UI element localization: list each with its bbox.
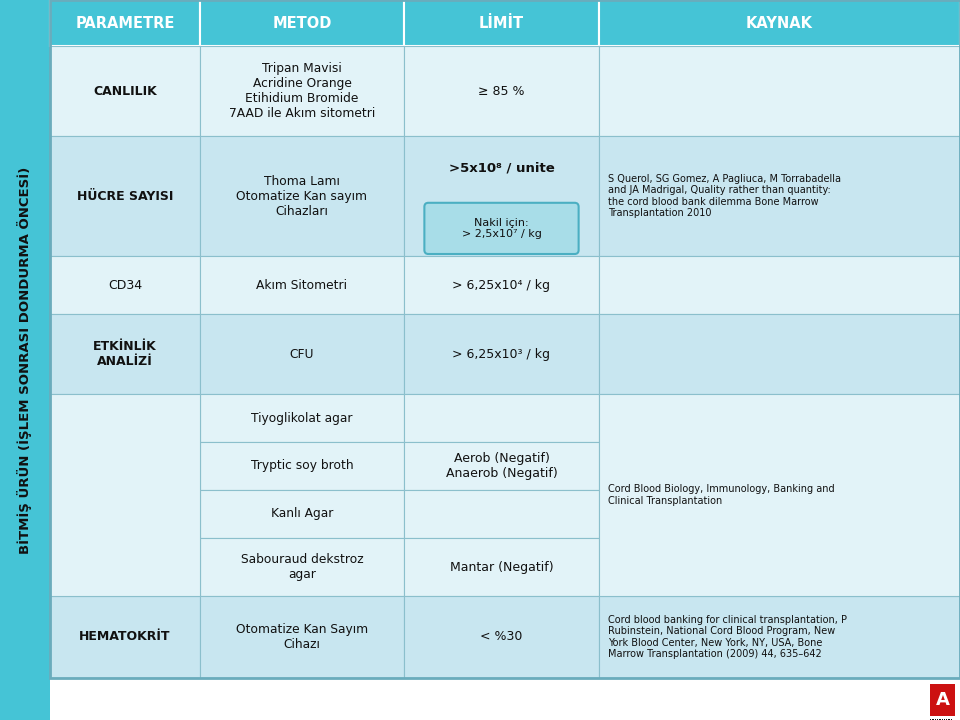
Bar <box>50 314 200 394</box>
Text: < %30: < %30 <box>480 631 522 644</box>
Text: S Querol, SG Gomez, A Pagliuca, M Torrabadella
and JA Madrigal, Quality rather t: S Querol, SG Gomez, A Pagliuca, M Torrab… <box>608 174 841 218</box>
Text: Cord blood banking for clinical transplantation, P
Rubinstein, National Cord Blo: Cord blood banking for clinical transpla… <box>608 615 847 660</box>
Bar <box>948 719 949 720</box>
Text: BİTMİŞ ÜRÜN (İŞLEM SONRASI DONDURMA ÖNCESİ): BİTMİŞ ÜRÜN (İŞLEM SONRASI DONDURMA ÖNCE… <box>17 166 33 554</box>
Bar <box>200 442 404 490</box>
Bar <box>930 684 955 716</box>
Bar <box>599 46 960 136</box>
Bar <box>50 256 200 314</box>
Bar <box>932 719 933 720</box>
Bar <box>200 0 404 46</box>
Text: PARAMETRE: PARAMETRE <box>75 16 175 30</box>
Text: Cord Blood Biology, Immunology, Banking and
Clinical Transplantation: Cord Blood Biology, Immunology, Banking … <box>608 484 834 506</box>
Text: ≥ 85 %: ≥ 85 % <box>478 84 525 97</box>
Bar <box>404 314 599 394</box>
Text: KAYNAK: KAYNAK <box>746 16 813 30</box>
Bar <box>200 46 404 136</box>
Bar <box>50 0 200 46</box>
Text: METOD: METOD <box>273 16 332 30</box>
Bar <box>599 0 960 46</box>
Text: Tryptic soy broth: Tryptic soy broth <box>251 459 353 472</box>
Bar <box>937 719 938 720</box>
Text: Nakil için:
> 2,5x10⁷ / kg: Nakil için: > 2,5x10⁷ / kg <box>462 217 541 239</box>
Bar <box>947 719 948 720</box>
Text: HÜCRE SAYISI: HÜCRE SAYISI <box>77 189 173 202</box>
Bar <box>200 490 404 538</box>
Bar <box>599 314 960 394</box>
Text: Otomatize Kan Sayım
Cihazı: Otomatize Kan Sayım Cihazı <box>236 623 368 651</box>
Text: Thoma Lamı
Otomatize Kan sayım
Cihazları: Thoma Lamı Otomatize Kan sayım Cihazları <box>236 174 368 217</box>
Bar <box>404 46 599 136</box>
Bar <box>404 596 599 678</box>
Text: Mantar (Negatif): Mantar (Negatif) <box>449 560 553 574</box>
Text: Aerob (Negatif)
Anaerob (Negatif): Aerob (Negatif) Anaerob (Negatif) <box>445 452 558 480</box>
Text: A: A <box>936 691 949 709</box>
Bar <box>930 719 931 720</box>
Text: > 6,25x10³ / kg: > 6,25x10³ / kg <box>452 348 550 361</box>
Text: Sabouraud dekstroz
agar: Sabouraud dekstroz agar <box>241 553 363 581</box>
Bar <box>404 0 599 46</box>
Bar <box>404 538 599 596</box>
Text: LİMİT: LİMİT <box>479 16 524 30</box>
Bar <box>939 719 941 720</box>
Bar <box>404 256 599 314</box>
Text: ETKİNLİK
ANALİZİ: ETKİNLİK ANALİZİ <box>93 340 156 368</box>
Bar <box>599 596 960 678</box>
Bar <box>50 394 200 596</box>
Bar <box>0 0 50 720</box>
Bar <box>404 490 599 538</box>
FancyBboxPatch shape <box>424 203 579 254</box>
Text: CD34: CD34 <box>108 279 142 292</box>
Bar <box>200 538 404 596</box>
Bar <box>944 719 945 720</box>
Bar <box>599 256 960 314</box>
Bar <box>599 136 960 256</box>
Bar <box>200 256 404 314</box>
Bar <box>50 46 200 136</box>
Bar <box>200 314 404 394</box>
Bar <box>200 596 404 678</box>
Bar <box>935 719 936 720</box>
Text: >5x10⁸ / unite: >5x10⁸ / unite <box>448 162 554 175</box>
Bar <box>404 442 599 490</box>
Bar <box>50 596 200 678</box>
Bar <box>200 136 404 256</box>
Text: HEMATOKRİT: HEMATOKRİT <box>80 631 171 644</box>
Text: Tiyoglikolat agar: Tiyoglikolat agar <box>252 412 352 425</box>
Text: Tripan Mavisi
Acridine Orange
Etihidium Bromide
7AAD ile Akım sitometri: Tripan Mavisi Acridine Orange Etihidium … <box>228 62 375 120</box>
Text: CFU: CFU <box>290 348 314 361</box>
Bar <box>599 394 960 596</box>
Bar <box>942 719 943 720</box>
Text: > 6,25x10⁴ / kg: > 6,25x10⁴ / kg <box>452 279 550 292</box>
Text: Akım Sitometri: Akım Sitometri <box>256 279 348 292</box>
Text: CANLILIK: CANLILIK <box>93 84 156 97</box>
Bar <box>404 394 599 442</box>
Bar <box>404 136 599 256</box>
Text: Kanlı Agar: Kanlı Agar <box>271 508 333 521</box>
Bar <box>950 719 952 720</box>
Bar <box>200 394 404 442</box>
Bar <box>50 136 200 256</box>
